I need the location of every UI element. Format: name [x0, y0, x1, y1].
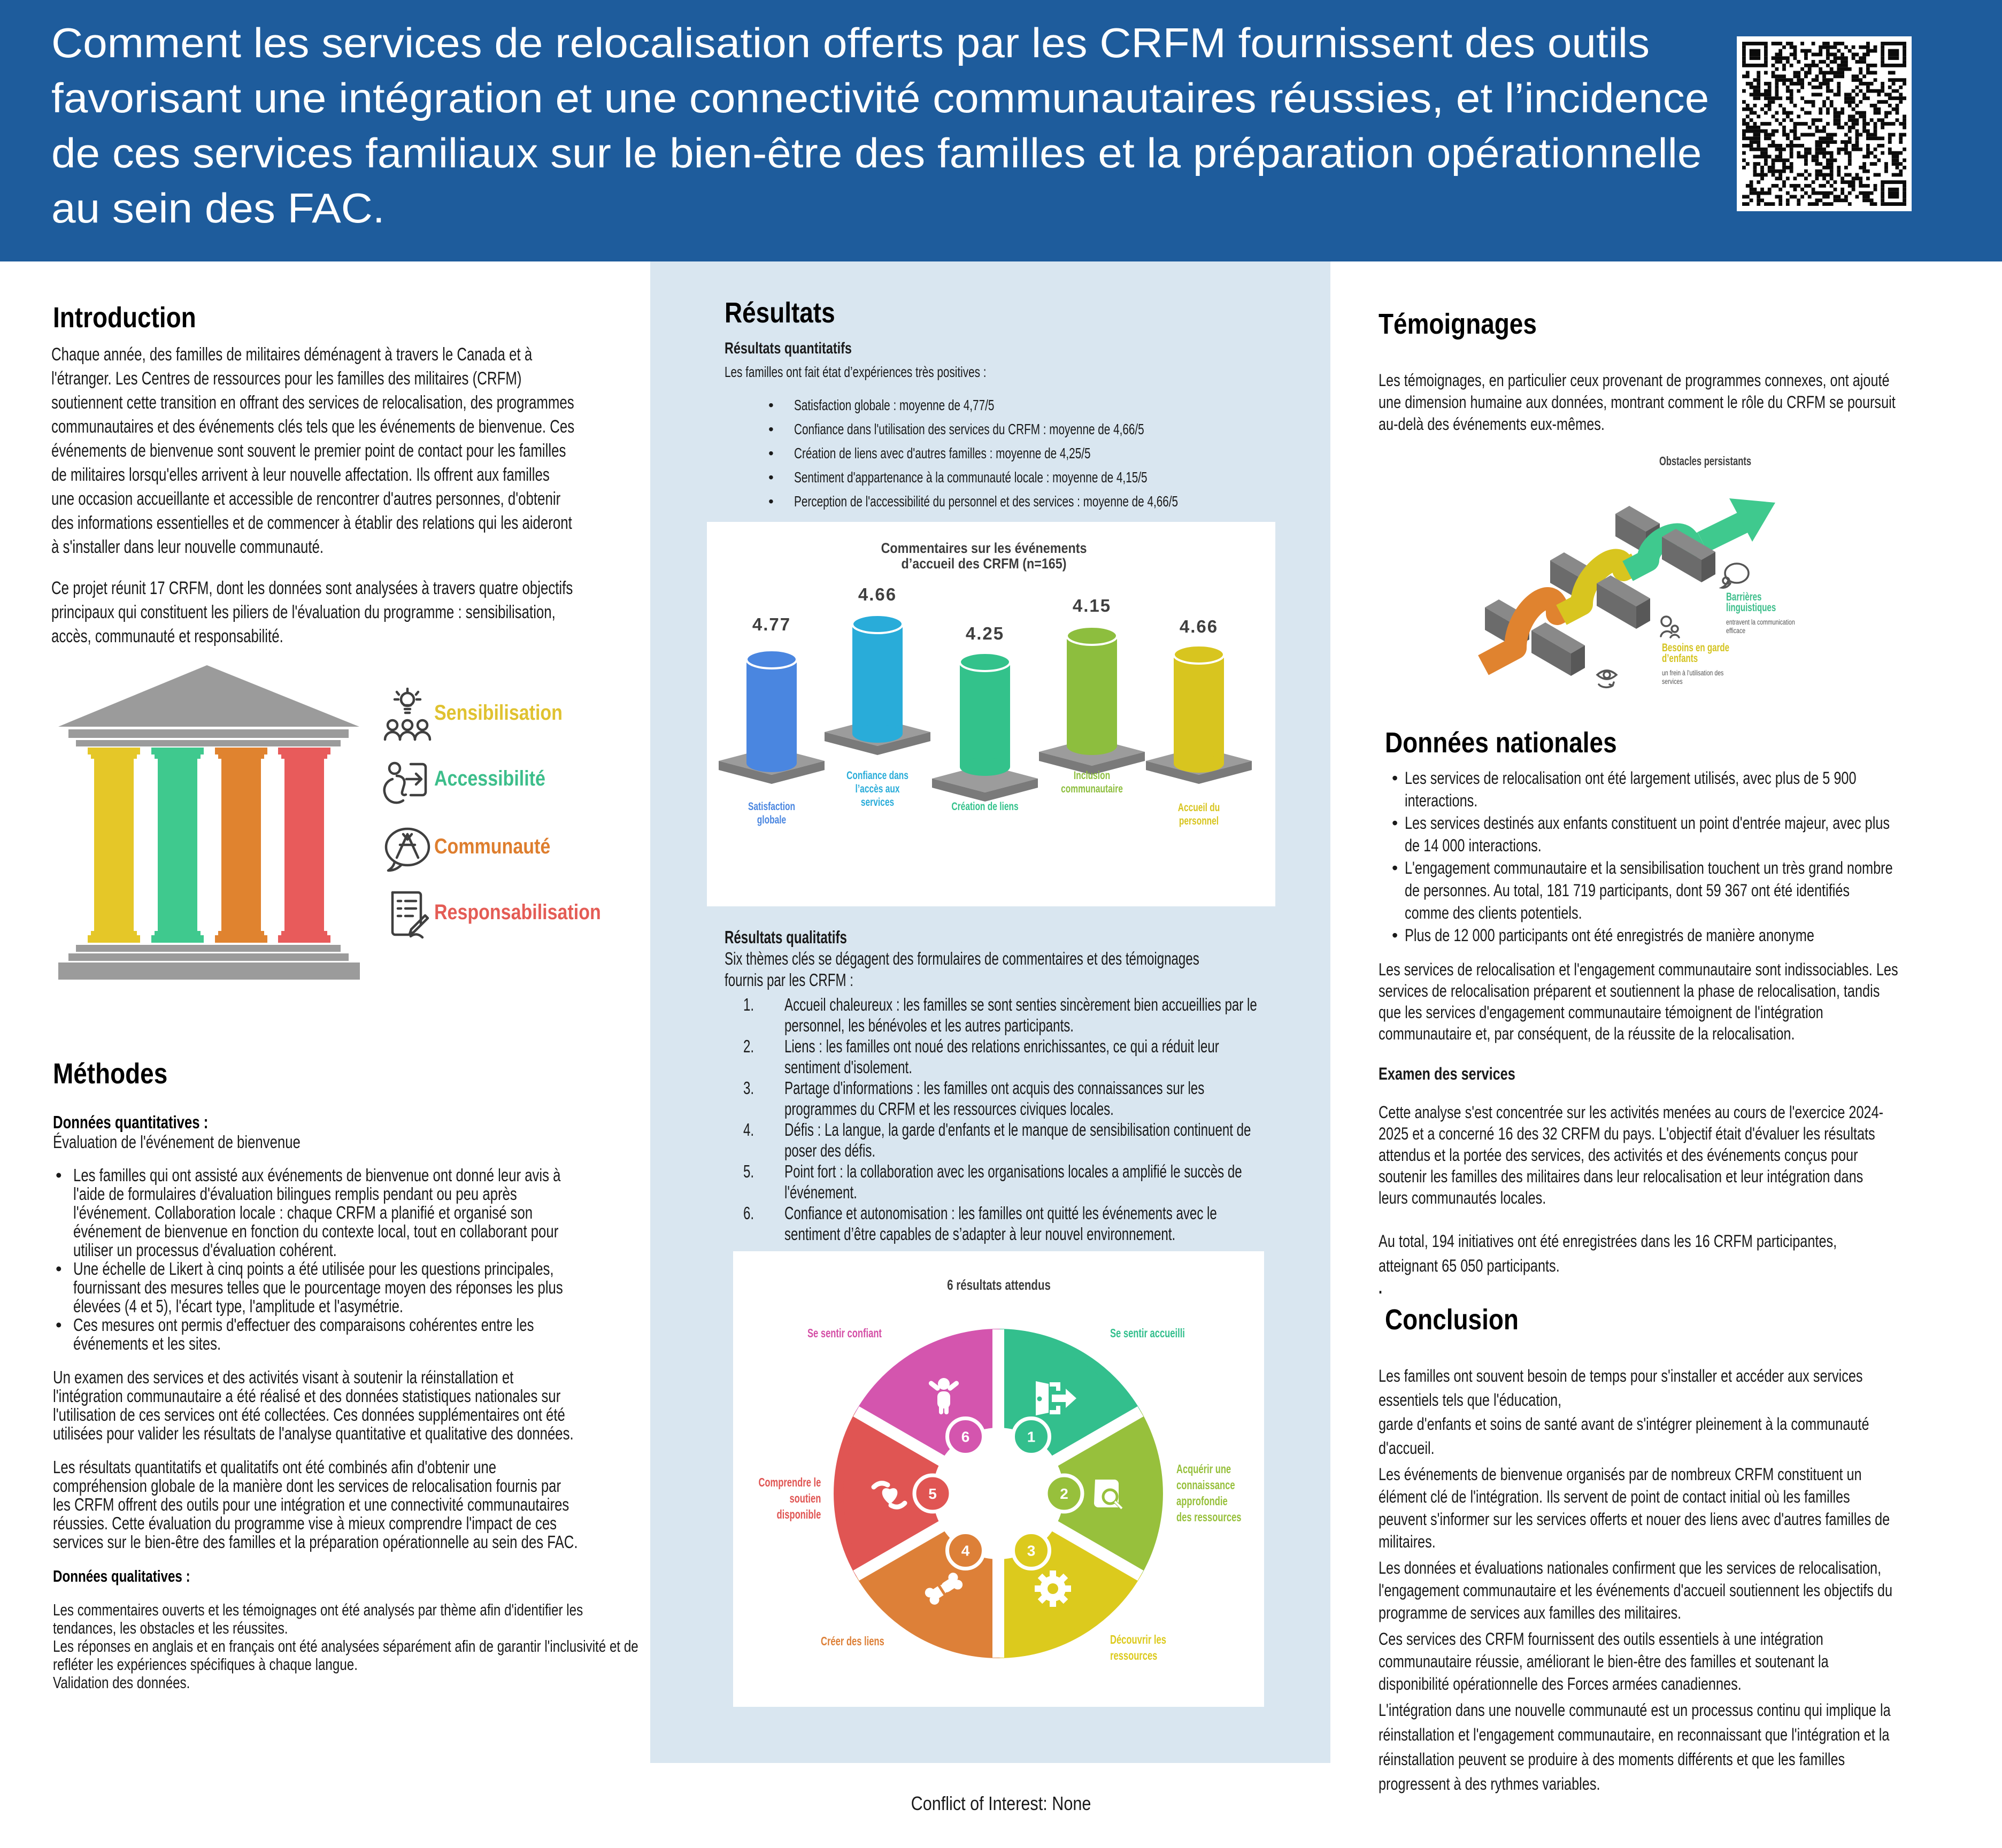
svg-text:3: 3 [1027, 1543, 1036, 1559]
svg-text:4.25: 4.25 [966, 623, 1004, 643]
svg-text:5: 5 [928, 1485, 937, 1502]
svg-text:2: 2 [1060, 1485, 1068, 1502]
svg-text:6 résultats attendus: 6 résultats attendus [947, 1277, 1051, 1293]
svg-text:4.66: 4.66 [1180, 617, 1218, 636]
svg-text:6: 6 [961, 1429, 970, 1445]
svg-text:1: 1 [1027, 1429, 1036, 1445]
svg-text:Commentaires sur les événement: Commentaires sur les événements d’accueil… [881, 541, 1087, 572]
svg-text:Création de liens: Création de liens [951, 800, 1018, 813]
svg-text:4.15: 4.15 [1073, 596, 1111, 615]
svg-text:4.66: 4.66 [858, 584, 897, 604]
svg-text:4.77: 4.77 [752, 614, 791, 634]
svg-text:4: 4 [961, 1543, 970, 1559]
